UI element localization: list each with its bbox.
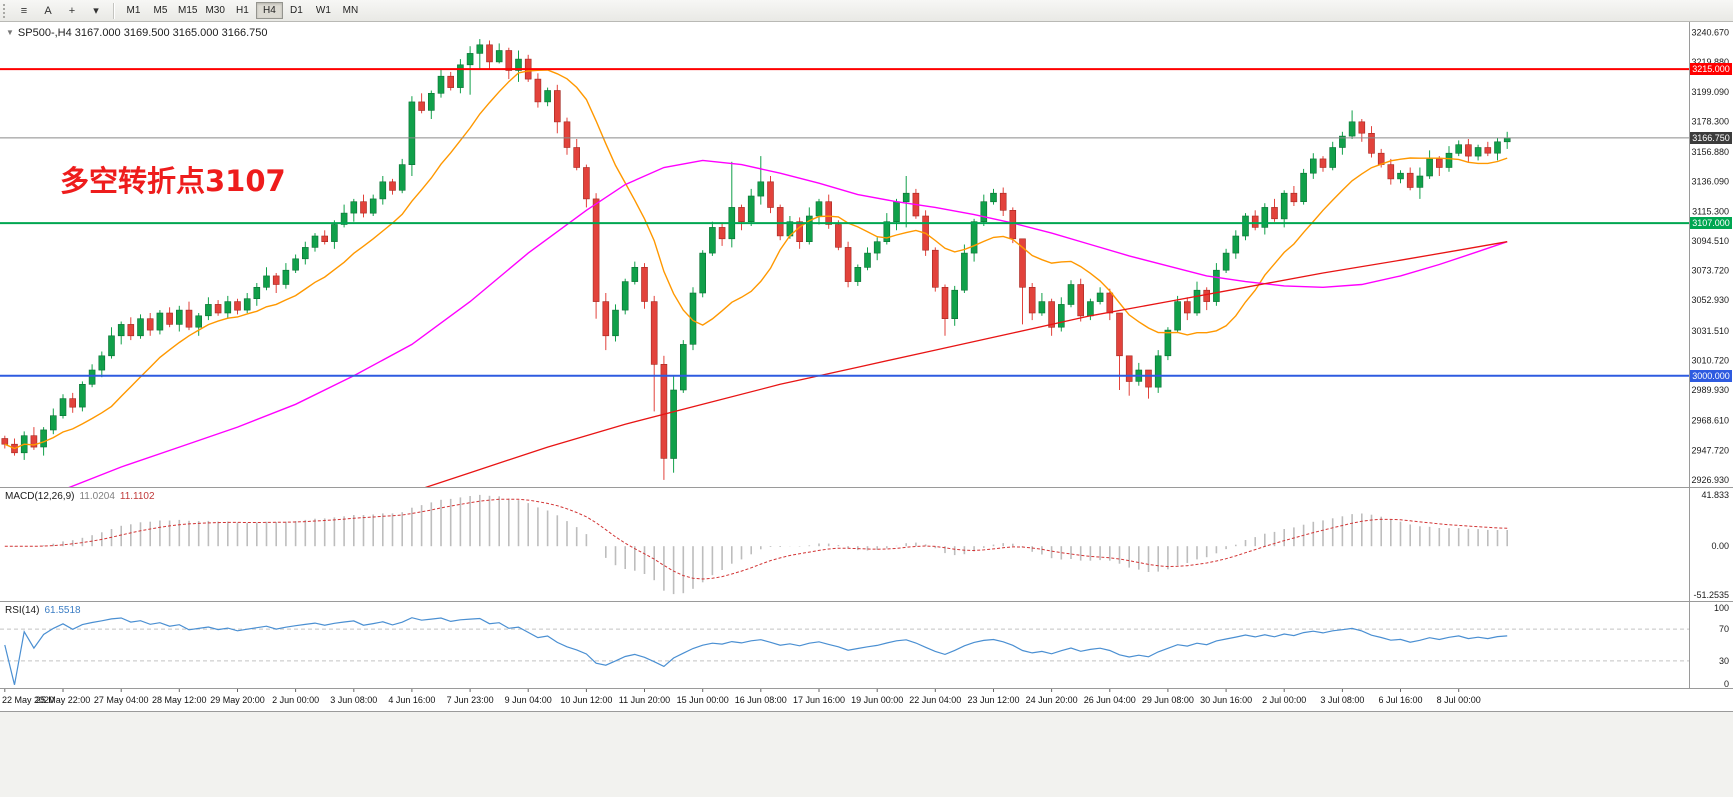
horizontal-level-badge: 3215.000 bbox=[1690, 63, 1732, 75]
svg-text:3156.880: 3156.880 bbox=[1691, 147, 1729, 157]
horizontal-level-badge: 3000.000 bbox=[1690, 370, 1732, 382]
svg-text:28 May 12:00: 28 May 12:00 bbox=[152, 695, 207, 705]
timeframe-m5-button[interactable]: M5 bbox=[147, 2, 174, 19]
timeframe-m15-button[interactable]: M15 bbox=[174, 2, 201, 19]
svg-text:2989.930: 2989.930 bbox=[1691, 385, 1729, 395]
svg-text:17 Jun 16:00: 17 Jun 16:00 bbox=[793, 695, 845, 705]
rsi-layer bbox=[0, 617, 1689, 685]
svg-text:3240.670: 3240.670 bbox=[1691, 28, 1729, 38]
svg-text:7 Jun 23:00: 7 Jun 23:00 bbox=[447, 695, 494, 705]
svg-text:3115.300: 3115.300 bbox=[1692, 206, 1729, 216]
svg-text:25 May 22:00: 25 May 22:00 bbox=[36, 695, 91, 705]
timeframe-m30-button[interactable]: M30 bbox=[201, 2, 228, 19]
timeframe-m1-button[interactable]: M1 bbox=[120, 2, 147, 19]
text-tool-icon[interactable]: A bbox=[37, 2, 59, 20]
rsi-indicator-name: RSI(14) bbox=[5, 605, 40, 616]
ma-overlays bbox=[4, 69, 1508, 487]
svg-text:19 Jun 00:00: 19 Jun 00:00 bbox=[851, 695, 903, 705]
macd-layer bbox=[4, 494, 1508, 595]
svg-text:3 Jul 08:00: 3 Jul 08:00 bbox=[1320, 695, 1364, 705]
svg-text:29 Jun 08:00: 29 Jun 08:00 bbox=[1142, 695, 1194, 705]
svg-text:2 Jun 00:00: 2 Jun 00:00 bbox=[272, 695, 319, 705]
timeframe-d1-button[interactable]: D1 bbox=[283, 2, 310, 19]
current-price-badge: 3166.750 bbox=[1690, 132, 1732, 144]
svg-text:26 Jun 04:00: 26 Jun 04:00 bbox=[1084, 695, 1136, 705]
svg-text:3010.720: 3010.720 bbox=[1691, 356, 1729, 366]
svg-text:3052.930: 3052.930 bbox=[1691, 295, 1729, 305]
svg-text:15 Jun 00:00: 15 Jun 00:00 bbox=[677, 695, 729, 705]
toolbar-drag-handle-icon[interactable] bbox=[3, 3, 7, 18]
toolbar: ≡ A + ▾ M1 M5 M15 M30 H1 H4 D1 W1 MN bbox=[0, 0, 1733, 22]
svg-text:23 Jun 12:00: 23 Jun 12:00 bbox=[967, 695, 1019, 705]
svg-text:22 Jun 04:00: 22 Jun 04:00 bbox=[909, 695, 961, 705]
rsi-panel-label: RSI(14) 61.5518 bbox=[5, 605, 81, 616]
svg-text:3 Jun 08:00: 3 Jun 08:00 bbox=[330, 695, 377, 705]
svg-text:100: 100 bbox=[1714, 603, 1729, 613]
toolbar-separator bbox=[113, 2, 115, 19]
svg-text:2968.610: 2968.610 bbox=[1691, 416, 1729, 426]
chart-canvas[interactable]: 3240.670 3219.880 3199.090 3178.300 3156.880… bbox=[0, 22, 1733, 712]
svg-text:3219.880: 3219.880 bbox=[1691, 57, 1729, 67]
macd-main-value: 11.0204 bbox=[79, 491, 115, 502]
svg-text:0.00: 0.00 bbox=[1711, 541, 1729, 551]
svg-text:-51.2535: -51.2535 bbox=[1693, 590, 1729, 600]
svg-text:2 Jul 00:00: 2 Jul 00:00 bbox=[1262, 695, 1306, 705]
svg-text:9 Jun 04:00: 9 Jun 04:00 bbox=[505, 695, 552, 705]
chart-annotation-text: 多空转折点3107 bbox=[60, 164, 286, 198]
timeframe-mn-button[interactable]: MN bbox=[337, 2, 364, 19]
timeframe-h4-button[interactable]: H4 bbox=[255, 2, 283, 19]
crosshair-icon[interactable]: + bbox=[61, 2, 83, 20]
toolbar-tools: ≡ A + ▾ bbox=[12, 2, 108, 20]
timeframe-buttons: M1 M5 M15 M30 H1 H4 D1 W1 MN bbox=[120, 2, 364, 19]
svg-text:4 Jun 16:00: 4 Jun 16:00 bbox=[388, 695, 435, 705]
svg-text:16 Jun 08:00: 16 Jun 08:00 bbox=[735, 695, 787, 705]
svg-text:11 Jun 20:00: 11 Jun 20:00 bbox=[619, 695, 670, 705]
chart-title-bar: ▼ SP500-,H4 3167.000 3169.500 3165.000 31… bbox=[6, 27, 267, 39]
macd-panel-label: MACD(12,26,9) 11.0204 11.1102 bbox=[5, 491, 155, 502]
svg-text:3094.510: 3094.510 bbox=[1691, 236, 1729, 246]
svg-text:41.833: 41.833 bbox=[1701, 490, 1729, 500]
svg-text:30 Jun 16:00: 30 Jun 16:00 bbox=[1200, 695, 1252, 705]
macd-indicator-name: MACD(12,26,9) bbox=[5, 491, 75, 502]
objects-dropdown-icon[interactable]: ▾ bbox=[85, 2, 107, 20]
menu-icon[interactable]: ≡ bbox=[13, 2, 35, 20]
macd-signal-value: 11.1102 bbox=[119, 491, 155, 502]
svg-text:24 Jun 20:00: 24 Jun 20:00 bbox=[1026, 695, 1078, 705]
svg-text:10 Jun 12:00: 10 Jun 12:00 bbox=[560, 695, 612, 705]
svg-text:3199.090: 3199.090 bbox=[1691, 87, 1729, 97]
candles-layer bbox=[1, 39, 1511, 480]
svg-text:6 Jul 16:00: 6 Jul 16:00 bbox=[1378, 695, 1422, 705]
svg-text:3178.300: 3178.300 bbox=[1691, 116, 1729, 126]
svg-text:29 May 20:00: 29 May 20:00 bbox=[210, 695, 265, 705]
svg-text:2926.930: 2926.930 bbox=[1691, 475, 1729, 485]
horizontal-level-badge: 3107.000 bbox=[1690, 217, 1732, 229]
svg-text:3136.090: 3136.090 bbox=[1691, 177, 1729, 187]
svg-text:27 May 04:00: 27 May 04:00 bbox=[94, 695, 149, 705]
svg-text:22 May 2020: 22 May 2020 bbox=[2, 695, 54, 705]
svg-text:0: 0 bbox=[1724, 679, 1729, 689]
window-footer bbox=[0, 712, 1733, 797]
svg-text:3073.720: 3073.720 bbox=[1691, 266, 1729, 276]
svg-text:3031.510: 3031.510 bbox=[1691, 326, 1729, 336]
timeframe-w1-button[interactable]: W1 bbox=[310, 2, 337, 19]
svg-text:8 Jul 00:00: 8 Jul 00:00 bbox=[1437, 695, 1481, 705]
chart-window[interactable]: 3240.670 3219.880 3199.090 3178.300 3156.880… bbox=[0, 22, 1733, 712]
svg-text:70: 70 bbox=[1719, 624, 1729, 634]
timeframe-h1-button[interactable]: H1 bbox=[229, 2, 256, 19]
quote-dropdown-icon[interactable]: ▼ bbox=[6, 28, 14, 37]
svg-text:2947.720: 2947.720 bbox=[1691, 445, 1729, 455]
rsi-value: 61.5518 bbox=[44, 605, 81, 616]
symbol-ohlc-title: SP500-,H4 3167.000 3169.500 3165.000 316… bbox=[17, 27, 268, 39]
svg-text:30: 30 bbox=[1719, 656, 1729, 666]
